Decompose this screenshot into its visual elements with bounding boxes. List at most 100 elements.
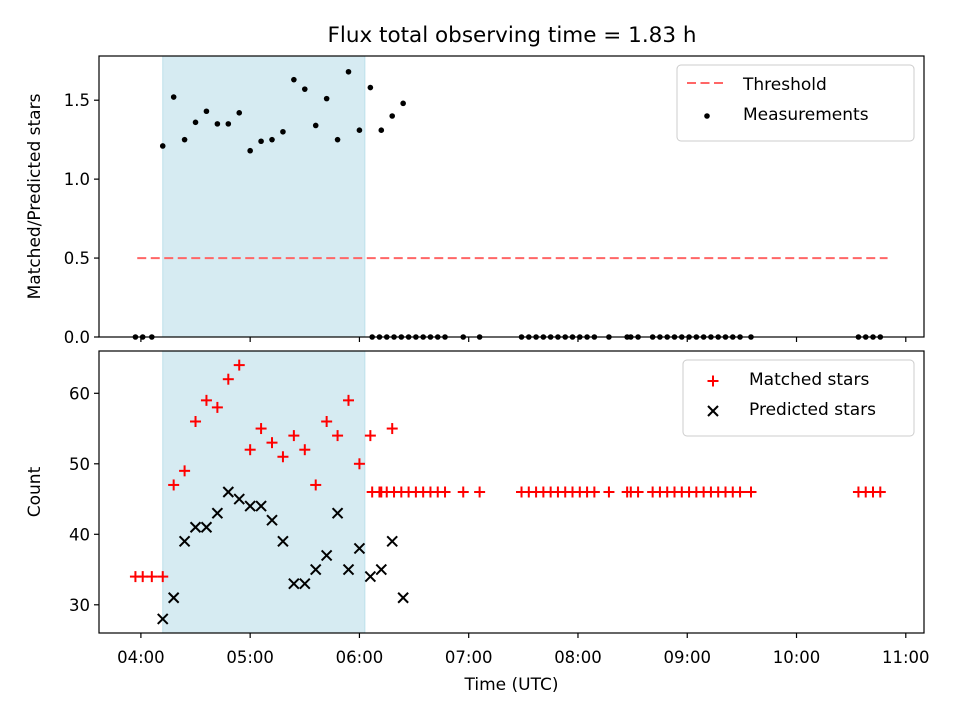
marker-stroke [222,486,235,498]
matched-star-marker [603,486,615,498]
measurement-point [280,128,286,135]
measurement-point [367,84,374,91]
y-tick-label: 1.0 [64,170,90,189]
highlight-span [162,350,366,634]
legend-label: Predicted stars [749,400,876,420]
marker-stroke [353,542,366,555]
predicted-star-marker [353,542,366,555]
y-tick-label: 1.5 [64,91,90,110]
measurement-point [356,127,363,133]
matched-star-marker [222,373,234,385]
matched-star-marker [457,486,469,498]
legend-entry: Threshold [687,75,827,95]
x-tick-label: 07:00 [445,648,493,667]
matched-star-marker [364,430,376,442]
matched-star-marker [168,479,180,491]
marker-stroke [167,592,180,604]
marker-stroke [211,507,224,519]
x-tick-label: 08:00 [554,648,602,667]
legend-entry: Matched stars [707,370,869,390]
matched-star-marker [310,479,322,491]
matched-star-marker [190,416,202,427]
matched-star-marker [277,451,289,463]
count-y-axis-label: Count [25,466,45,517]
predicted-star-marker [342,563,355,576]
marker-stroke [288,577,300,590]
matched-star-marker [353,458,365,470]
matched-star-marker [157,571,169,583]
matched-star-marker [874,486,886,498]
ratio-legend: Threshold Measurements [676,64,915,142]
marker-stroke [244,500,256,512]
measurement-point [400,100,406,107]
marker-stroke [375,563,387,576]
measurement-point [247,147,253,154]
y-tick-label: 0.0 [64,328,90,347]
predicted-star-marker [266,514,278,526]
predicted-star-marker [167,592,180,604]
marker-stroke [189,521,202,533]
y-tick-label: 60 [69,384,90,403]
measurement-point [291,76,297,83]
legend-label: Measurements [743,105,869,125]
marker-stroke [200,521,213,533]
observing-span [162,55,366,338]
measurement-point [181,136,188,143]
matched-star-marker [439,486,451,498]
matched-star-marker [745,486,757,498]
marker-stroke [299,577,311,590]
observing-span [162,350,366,634]
count-panel: 30 40 50 60 04:00 05:00 06:00 07:00 08:00 09:00 10… [25,350,930,695]
predicted-star-marker [288,577,300,590]
measurement-point [378,127,385,133]
legend-label: Matched stars [749,370,869,390]
marker-stroke [397,592,409,604]
y-tick-label: 50 [69,455,90,474]
x-tick-label: 04:00 [117,648,165,667]
predicted-star-marker [320,549,333,562]
measurement-point [192,119,199,126]
predicted-star-marker [178,535,191,548]
matched-star-marker [734,486,746,498]
measurement-point [203,108,210,115]
predicted-star-marker [331,507,344,519]
matched-star-marker [288,430,300,442]
measurement-point [312,122,319,129]
measurement-point [269,136,275,143]
predicted-star-marker [189,521,202,533]
measurement-point [323,95,330,102]
marker-stroke [310,563,322,576]
marker-stroke [277,535,289,548]
ratio-axes: 0.0 0.5 1.0 1.5 [64,55,925,347]
matched-star-marker [343,394,355,406]
ratio-panel: 0.0 0.5 1.0 1.5 Matched/Predicted stars Thr… [25,55,925,347]
matched-star-marker [233,359,245,371]
axes-frame [98,350,925,634]
y-tick-label: 0.5 [64,249,90,268]
highlight-span [162,55,366,338]
predicted-star-marker [386,535,398,548]
count-legend: Matched stars Predicted stars [682,359,915,437]
marker-stroke [157,613,169,625]
legend-box [676,64,915,142]
axes-frame [98,55,925,338]
matched-star-marker [211,401,223,413]
matched-star-marker [146,571,158,583]
x-tick-label: 09:00 [663,648,711,667]
legend-entry: Measurements [704,105,869,125]
matched-star-marker [244,444,256,456]
predicted-star-marker [157,613,169,625]
matched-star-marker [632,486,644,498]
count-points [129,359,886,625]
count-axes: 30 40 50 60 04:00 05:00 06:00 07:00 08:00 09:00 10… [69,350,930,667]
measurement-point [214,121,221,127]
marker-stroke [255,500,267,512]
y-tick-label: 30 [69,596,90,615]
marker-stroke [386,535,398,548]
matched-star-marker [200,394,212,406]
predicted-star-marker [222,486,235,498]
predicted-star-marker [364,570,377,583]
predicted-star-marker [397,592,409,604]
predicted-star-marker [211,507,224,519]
